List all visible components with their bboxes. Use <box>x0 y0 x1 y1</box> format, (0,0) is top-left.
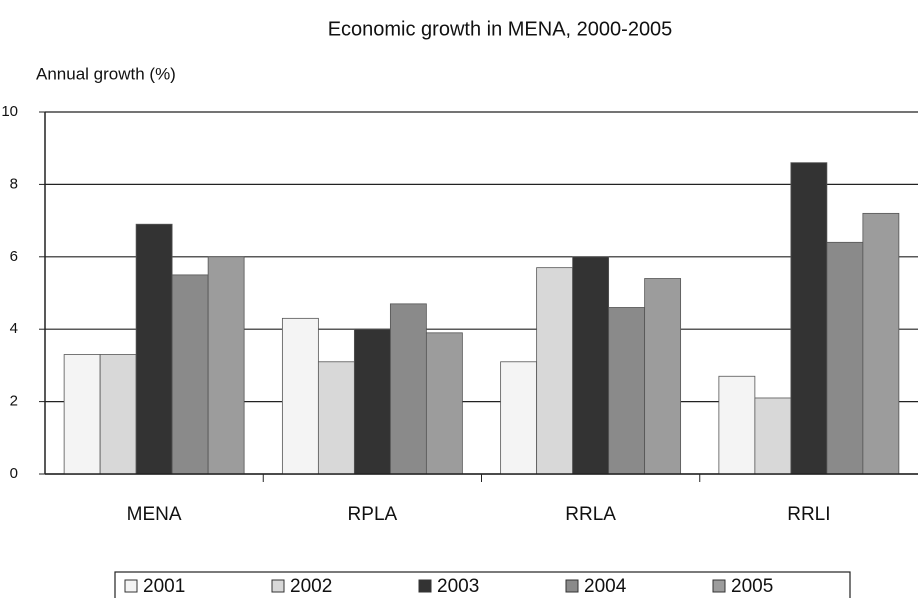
x-tick-label: RRLI <box>787 504 830 525</box>
y-tick-label: 6 <box>10 248 18 265</box>
y-tick-label: 2 <box>10 393 18 410</box>
legend-box <box>114 571 851 598</box>
x-tick-label: MENA <box>127 504 182 525</box>
bar <box>389 303 427 475</box>
bar <box>135 223 173 475</box>
bar <box>317 361 355 475</box>
legend-swatch <box>565 579 579 593</box>
bar <box>608 307 646 475</box>
bar <box>536 267 574 475</box>
bar <box>99 354 137 475</box>
bar <box>718 375 756 475</box>
bar <box>790 162 828 475</box>
legend-label: 2004 <box>584 576 627 597</box>
legend-label: 2002 <box>290 576 332 597</box>
bar <box>862 212 900 475</box>
bar <box>281 317 319 475</box>
y-axis-label: Annual growth (%) <box>36 64 176 83</box>
x-tick-label: RRLA <box>565 504 616 525</box>
bar <box>207 256 245 475</box>
y-tick-label: 10 <box>1 103 18 120</box>
legend-label: 2001 <box>143 576 185 597</box>
legend-label: 2005 <box>731 576 773 597</box>
y-tick-label: 8 <box>10 175 18 192</box>
bar <box>425 332 463 475</box>
legend-swatch <box>712 579 726 593</box>
bar <box>500 361 538 475</box>
bar <box>63 354 101 475</box>
legend-swatch <box>418 579 432 593</box>
bar <box>353 328 391 475</box>
y-tick-label: 0 <box>10 465 18 482</box>
bar <box>826 241 864 475</box>
legend-label: 2003 <box>437 576 479 597</box>
legend-swatch <box>271 579 285 593</box>
bar <box>644 278 682 475</box>
bar <box>171 274 209 475</box>
bar <box>572 256 610 475</box>
chart-title: Economic growth in MENA, 2000-2005 <box>328 18 673 40</box>
bar <box>754 397 792 475</box>
legend-swatch <box>124 579 138 593</box>
y-tick-label: 4 <box>10 320 18 337</box>
x-tick-label: RPLA <box>348 504 398 525</box>
